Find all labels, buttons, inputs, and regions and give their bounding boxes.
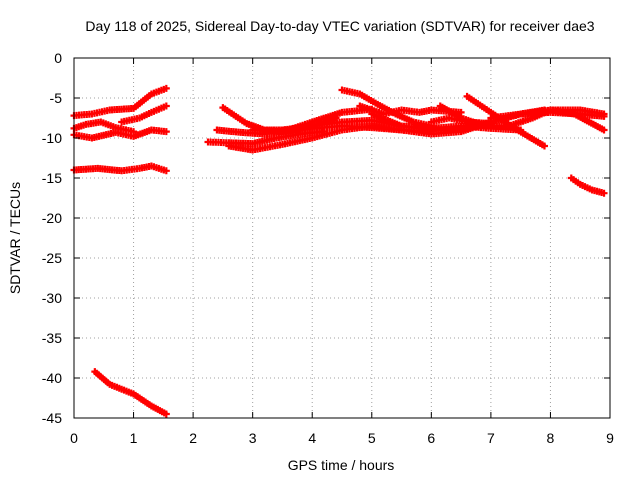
- series-arc-19: [436, 102, 608, 134]
- x-axis-title: GPS time / hours: [288, 457, 395, 473]
- series-arc-05: [70, 162, 170, 175]
- data-point: [162, 84, 170, 92]
- y-tick-label: -30: [42, 290, 62, 306]
- y-tick-label: -40: [42, 370, 62, 386]
- plot-frame: [73, 57, 611, 419]
- data-point: [162, 128, 170, 136]
- y-tick-label: 0: [54, 50, 62, 66]
- x-tick-label: 9: [606, 430, 614, 446]
- y-tick-label: -10: [42, 130, 62, 146]
- series-arc-20: [463, 92, 548, 150]
- x-tick-label: 0: [70, 430, 78, 446]
- data-point: [162, 102, 170, 110]
- x-tick-label: 6: [427, 430, 435, 446]
- series-arc-06: [91, 368, 170, 418]
- series-arc-21: [487, 106, 608, 122]
- y-tick-label: -20: [42, 210, 62, 226]
- data-point: [540, 142, 548, 150]
- data-point: [600, 189, 608, 197]
- data-point: [162, 410, 170, 418]
- y-tick-label: -35: [42, 330, 62, 346]
- series-arc-22: [567, 174, 608, 197]
- grid-layer: [74, 58, 610, 418]
- x-tick-label: 7: [487, 430, 495, 446]
- data-point: [600, 110, 608, 118]
- y-tick-label: -25: [42, 250, 62, 266]
- axes-layer: 0 1 2 3 4 5 6 7 8 9 0 -5 -10 -15 -20 -25 -30 -35 -40 -45: [42, 50, 614, 446]
- data-point: [600, 126, 608, 134]
- x-tick-label: 1: [130, 430, 138, 446]
- x-tick-label: 5: [368, 430, 376, 446]
- x-tick-label: 4: [308, 430, 316, 446]
- x-tick-label: 3: [249, 430, 257, 446]
- y-tick-label: -15: [42, 170, 62, 186]
- x-tick-label: 8: [547, 430, 555, 446]
- series-arc-04: [118, 102, 170, 126]
- chart-title: Day 118 of 2025, Sidereal Day-to-day VTE…: [85, 18, 594, 34]
- data-point: [162, 167, 170, 175]
- y-tick-label: -5: [50, 90, 63, 106]
- y-axis-title: SDTVAR / TECUs: [7, 182, 23, 294]
- series-layer: [70, 84, 608, 418]
- y-tick-label: -45: [42, 410, 62, 426]
- x-tick-label: 2: [189, 430, 197, 446]
